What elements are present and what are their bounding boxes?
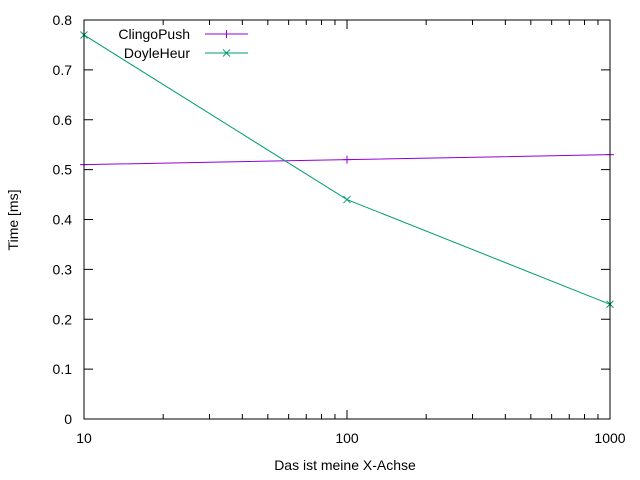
legend-marker (222, 49, 231, 57)
y-tick-label: 0.3 (53, 261, 73, 277)
y-tick-label: 0.5 (53, 162, 73, 178)
y-axis-label: Time [ms] (5, 190, 21, 251)
series-layer (80, 31, 614, 309)
plot-frame (83, 19, 611, 420)
y-tick-label: 0.7 (53, 62, 73, 78)
data-point (343, 195, 351, 204)
legend-label: ClingoPush (118, 26, 190, 42)
legend-label: DoyleHeur (124, 45, 190, 61)
legend: ClingoPush DoyleHeur (118, 26, 248, 61)
y-tick-label: 0.6 (53, 112, 73, 128)
cross-marker-b (222, 49, 231, 57)
x-tick-label: 100 (335, 430, 359, 446)
y-tick-label: 0.2 (53, 311, 73, 327)
data-point (343, 155, 351, 164)
legend-marker (222, 30, 231, 38)
series-1 (80, 31, 614, 309)
y-tick-label: 0.4 (53, 212, 73, 228)
y-tick-label: 0.1 (53, 361, 73, 377)
x-tick-label: 10 (76, 430, 92, 446)
y-tick-label: 0.8 (53, 12, 73, 28)
x-tick-label: 1000 (594, 430, 625, 446)
x-axis-label: Das ist meine X-Achse (274, 457, 416, 473)
ticks-layer: 0 0.1 0.2 0.3 0.4 0.5 0.6 0.7 0.8 10 100 1000 (53, 12, 626, 446)
series-line (83, 34, 611, 305)
y-tick-label: 0 (64, 411, 72, 427)
series-0 (80, 150, 614, 169)
cross-marker-b (343, 195, 351, 204)
